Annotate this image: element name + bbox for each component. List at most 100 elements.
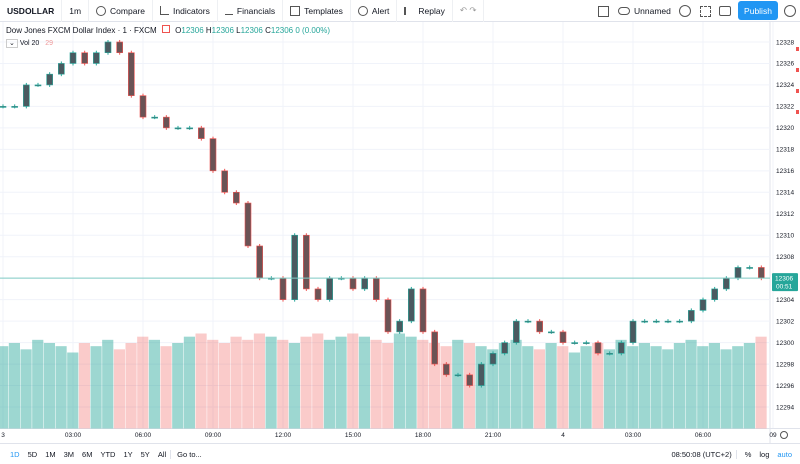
range-button[interactable]: 6M <box>82 449 93 459</box>
volume-bar <box>708 343 720 429</box>
volume-bar <box>428 343 440 429</box>
play[interactable] <box>784 5 796 17</box>
range-button[interactable]: 3M <box>63 449 75 459</box>
range-button[interactable]: 1D <box>10 449 20 459</box>
candle <box>524 320 532 323</box>
high-value: 12306 <box>211 26 234 35</box>
undo-redo[interactable]: ↶ ↷ <box>453 0 485 22</box>
symbol[interactable]: USDOLLAR <box>0 0 63 22</box>
marker <box>796 47 799 51</box>
x-tick-label: 12:00 <box>275 432 292 439</box>
range-button[interactable]: YTD <box>100 449 116 459</box>
volume-bar <box>160 346 172 429</box>
fullscreen-toggle[interactable] <box>598 6 609 17</box>
volume-bar <box>335 336 347 429</box>
y-tick-label: 12316 <box>776 168 794 175</box>
volume-bar <box>78 343 90 429</box>
candle <box>69 52 77 64</box>
volume-bar <box>755 336 767 429</box>
volume-bar <box>662 349 674 429</box>
candle <box>209 138 217 172</box>
financials-label: Financials <box>236 5 276 16</box>
candle <box>34 84 42 87</box>
alert[interactable]: Alert <box>351 0 398 22</box>
volume-bar <box>603 349 615 429</box>
candle <box>466 374 473 386</box>
settings-icon <box>780 431 788 439</box>
volume-bar <box>0 346 9 429</box>
candle <box>314 288 322 300</box>
compare[interactable]: Compare <box>89 0 154 22</box>
candle <box>396 320 403 333</box>
volume-bar <box>452 339 464 429</box>
alert-label: Alert <box>371 5 390 16</box>
candle <box>618 342 625 354</box>
y-tick-label: 12304 <box>776 297 794 304</box>
candle <box>361 277 368 290</box>
volume-bar <box>498 343 510 429</box>
y-tick-label: 12298 <box>776 361 794 368</box>
candle <box>23 84 30 107</box>
x-tick-label: 09:00 <box>205 432 222 439</box>
candle <box>653 320 660 323</box>
marker <box>796 110 799 114</box>
x-tick-label: 3 <box>1 432 5 439</box>
candle <box>151 116 158 119</box>
close-label: C <box>265 26 271 35</box>
indicators[interactable]: Indicators <box>153 0 218 22</box>
price-tag-value: 12306 <box>775 275 793 282</box>
y-tick-label: 12294 <box>776 404 794 411</box>
candle <box>244 202 252 247</box>
candle <box>606 353 613 355</box>
candle <box>664 320 672 323</box>
range-button[interactable]: 1Y <box>123 449 133 459</box>
candle <box>699 299 707 311</box>
y-tick-label: 12308 <box>776 254 794 261</box>
volume-bar <box>148 339 160 429</box>
snapshot[interactable] <box>719 6 731 16</box>
bottom-bar: 1D 5D 1M 3M 6M YTD 1Y 5Y All Go to... 08:50:08 (… <box>0 443 800 464</box>
x-tick-label: 4 <box>561 432 565 439</box>
volume-bar <box>545 343 557 429</box>
volume-bar <box>242 339 254 429</box>
y-tick-label: 12314 <box>776 190 794 197</box>
volume-bar <box>557 346 569 429</box>
range-button[interactable]: 5D <box>27 449 38 459</box>
percent-toggle[interactable]: % <box>735 449 756 459</box>
volume-bar <box>393 333 405 429</box>
range-button[interactable]: 5Y <box>140 449 150 459</box>
volume-bar <box>533 349 545 429</box>
log-toggle[interactable]: log <box>759 449 770 459</box>
auto-toggle[interactable]: auto <box>777 449 792 459</box>
layout[interactable]: Unnamed <box>618 0 671 22</box>
goto[interactable]: Go to... <box>170 449 206 459</box>
candle <box>46 73 53 86</box>
fullscreen[interactable] <box>700 6 711 17</box>
financials[interactable]: Financials <box>218 0 284 22</box>
legend-title: Dow Jones FXCM Dollar Index · 1 · FXCM <box>6 26 157 35</box>
settings[interactable] <box>679 5 691 17</box>
publish-button[interactable]: Publish <box>738 1 778 20</box>
volume-bar <box>743 343 755 429</box>
volume-bar <box>102 339 114 429</box>
x-tick-label: 09 <box>769 432 777 439</box>
interval[interactable]: 1m <box>62 0 90 22</box>
candle <box>139 95 147 118</box>
candle <box>186 127 193 130</box>
y-tick-label: 12324 <box>776 82 794 89</box>
templates[interactable]: Templates <box>283 0 351 22</box>
layout-name: Unnamed <box>634 6 671 16</box>
replay[interactable]: Replay <box>397 0 453 22</box>
candle <box>641 320 648 323</box>
volume-bar <box>440 346 452 429</box>
candle <box>163 116 170 129</box>
volume-bar <box>172 343 184 429</box>
legend-line: Dow Jones FXCM Dollar Index · 1 · FXCM O… <box>6 25 330 35</box>
range-button[interactable]: 1M <box>45 449 56 459</box>
volume-bar <box>592 343 604 429</box>
clock: 08:50:08 (UTC+2) <box>671 449 732 459</box>
y-tick-label: 12300 <box>776 340 794 347</box>
range-button[interactable]: All <box>157 449 167 459</box>
volume-bar <box>487 349 499 429</box>
